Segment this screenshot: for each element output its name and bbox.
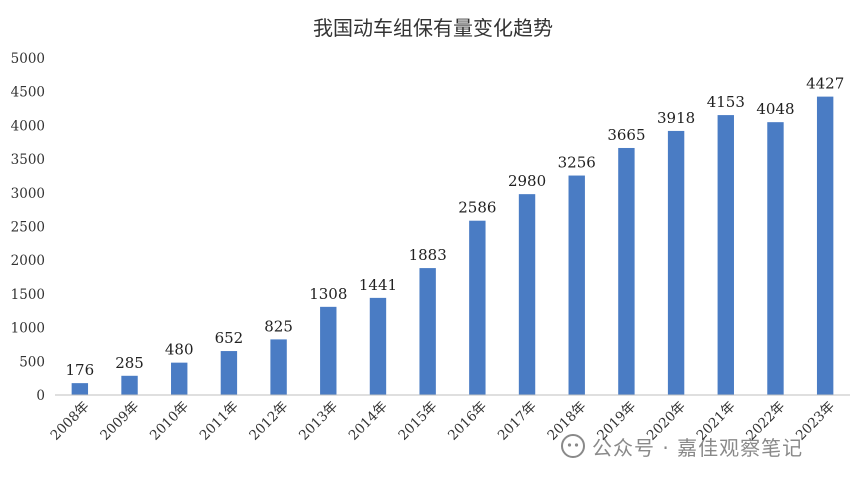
y-tick-label: 0	[36, 388, 45, 404]
x-tick-label: 2017年	[495, 399, 540, 444]
bar	[667, 130, 685, 395]
bar	[767, 122, 784, 396]
data-label: 480	[165, 341, 194, 359]
x-tick-label: 2011年	[197, 399, 242, 444]
y-tick-label: 2500	[11, 220, 45, 236]
bar	[320, 306, 337, 395]
x-tick-label: 2015年	[395, 399, 440, 444]
data-label: 1441	[359, 276, 397, 294]
bar	[270, 339, 287, 395]
bars-group	[71, 96, 834, 396]
y-tick-label: 4000	[11, 118, 45, 134]
wechat-icon	[561, 434, 585, 458]
x-tick-label: 2016年	[445, 399, 490, 444]
data-label: 3665	[607, 126, 645, 144]
x-tick-label: 2013年	[296, 399, 341, 444]
y-tick-label: 3500	[11, 152, 45, 168]
bar	[717, 115, 734, 395]
data-label: 285	[115, 354, 144, 372]
bar	[568, 175, 585, 395]
watermark-text: 公众号 · 嘉佳观察笔记	[592, 435, 804, 460]
y-tick-label: 3000	[11, 186, 45, 202]
bar	[171, 362, 188, 395]
bar	[71, 383, 89, 395]
bar	[816, 96, 834, 395]
bar	[469, 220, 486, 395]
watermark: 公众号 · 嘉佳观察笔记	[560, 430, 803, 462]
y-tick-label: 5000	[11, 51, 45, 67]
data-label: 3256	[558, 154, 596, 172]
bar	[419, 268, 436, 395]
bar	[618, 147, 635, 395]
data-labels-group: 176 285 480 652 825 1308 1441 1883 2586 2980 3256 3…	[66, 75, 845, 380]
y-tick-label: 1000	[11, 321, 45, 337]
x-tick-label: 2012年	[246, 399, 291, 444]
bar	[121, 375, 138, 395]
data-label: 652	[215, 329, 244, 347]
chart-title: 我国动车组保有量变化趋势	[313, 16, 553, 40]
data-label: 1308	[309, 285, 347, 303]
data-label: 176	[66, 361, 95, 379]
bar	[369, 297, 387, 395]
bar	[518, 194, 536, 395]
bar	[220, 351, 238, 395]
x-tick-label: 2009年	[97, 399, 142, 444]
data-label: 2586	[458, 199, 496, 217]
y-tick-label: 500	[19, 354, 45, 370]
x-tick-label: 2008年	[48, 399, 93, 444]
data-label: 4153	[707, 93, 745, 111]
y-axis: 0 500 1000 1500 2000 2500 3000 3500 4000 4500 5000	[11, 51, 45, 404]
y-tick-label: 2000	[11, 253, 45, 269]
data-label: 4048	[756, 100, 794, 118]
data-label: 825	[264, 317, 293, 335]
x-tick-label: 2014年	[346, 399, 391, 444]
data-label: 2980	[508, 172, 546, 190]
y-tick-label: 1500	[11, 287, 45, 303]
y-tick-label: 4500	[11, 85, 45, 101]
data-label: 1883	[409, 246, 447, 264]
data-label: 4427	[806, 75, 844, 93]
data-label: 3918	[657, 109, 695, 127]
x-tick-label: 2010年	[147, 399, 192, 444]
